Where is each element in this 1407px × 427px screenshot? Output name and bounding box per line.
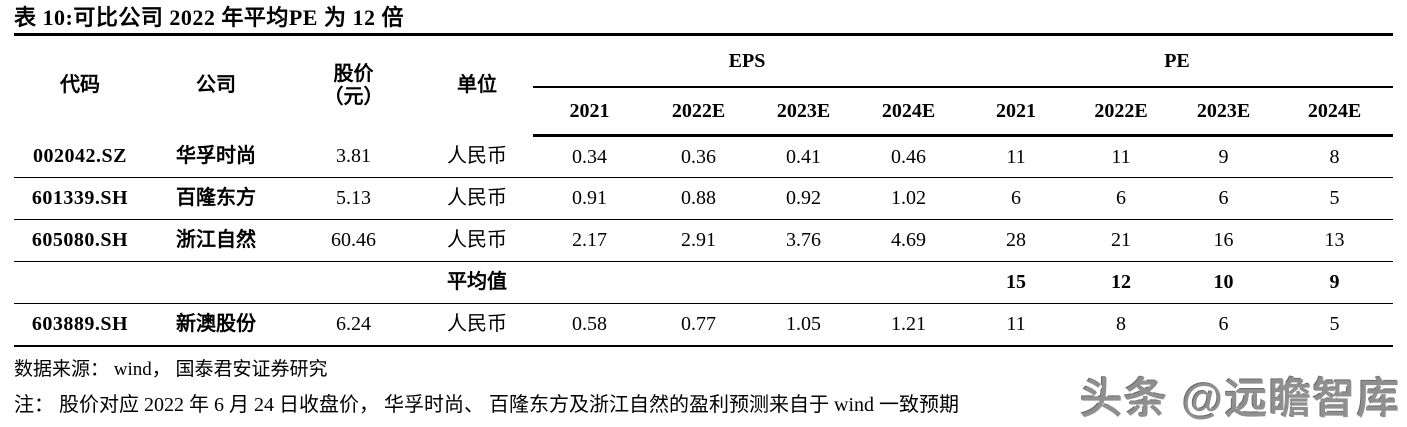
eps-cell: 0.34 <box>533 135 646 178</box>
eps-cell: 0.92 <box>751 177 856 220</box>
header-group-row: 代码 公司 股价 （元） 单位 EPS PE <box>14 34 1393 108</box>
price-cell: 5.13 <box>286 177 421 220</box>
price-cell <box>286 261 421 304</box>
pe-year-header: 2024E <box>1276 87 1393 137</box>
eps-cell: 2.17 <box>533 219 646 262</box>
table-row-huafu: 002042.SZ 华孚时尚 3.81 人民币 0.34 0.36 0.41 0… <box>14 135 1393 178</box>
header-pe-group: PE <box>961 34 1393 88</box>
eps-cell: 1.02 <box>856 177 961 220</box>
pe-year-header: 2023E <box>1171 87 1276 137</box>
average-label-cell: 平均值 <box>421 261 533 304</box>
header-price-line1: 股价 <box>333 62 374 85</box>
pe-cell: 11 <box>961 303 1071 347</box>
pe-cell: 11 <box>961 135 1071 178</box>
table-row-zhejiang: 605080.SH 浙江自然 60.46 人民币 2.17 2.91 3.76 … <box>14 219 1393 262</box>
header-code: 代码 <box>60 74 100 97</box>
pe-year-header: 2021 <box>961 87 1071 137</box>
pe-cell: 6 <box>1171 303 1276 347</box>
table-title: 表 10:可比公司 2022 年平均PE 为 12 倍 <box>14 5 404 30</box>
header-year-row: 2021 2022E 2023E 2024E 2021 2022E 2023E … <box>14 87 1393 137</box>
pe-cell: 6 <box>1071 177 1171 220</box>
eps-cell <box>856 261 961 304</box>
eps-cell: 1.05 <box>751 303 856 347</box>
pe-cell: 10 <box>1171 261 1276 304</box>
pe-cell: 5 <box>1276 177 1393 220</box>
header-price-line2: （元） <box>323 85 384 108</box>
eps-cell: 4.69 <box>856 219 961 262</box>
header-eps-group: EPS <box>533 34 961 88</box>
price-cell: 6.24 <box>286 303 421 347</box>
header-unit: 单位 <box>457 74 497 97</box>
pe-cell: 15 <box>961 261 1071 304</box>
comparable-companies-table: 代码 公司 股价 （元） 单位 EPS PE 2021 2022E 2023E … <box>14 33 1393 347</box>
pe-cell: 8 <box>1071 303 1171 347</box>
price-cell: 60.46 <box>286 219 421 262</box>
eps-cell: 3.76 <box>751 219 856 262</box>
eps-cell: 2.91 <box>646 219 751 262</box>
company-cell: 华孚时尚 <box>146 135 286 178</box>
code-cell <box>14 261 146 304</box>
eps-year-header: 2023E <box>751 87 856 137</box>
eps-cell: 0.36 <box>646 135 751 178</box>
eps-cell: 0.88 <box>646 177 751 220</box>
eps-cell: 0.46 <box>856 135 961 178</box>
pe-cell: 16 <box>1171 219 1276 262</box>
price-cell: 3.81 <box>286 135 421 178</box>
unit-cell: 人民币 <box>421 219 533 262</box>
company-cell <box>146 261 286 304</box>
eps-year-header: 2024E <box>856 87 961 137</box>
table-row-bailong: 601339.SH 百隆东方 5.13 人民币 0.91 0.88 0.92 1… <box>14 177 1393 220</box>
pe-cell: 6 <box>961 177 1071 220</box>
code-cell: 601339.SH <box>14 177 146 220</box>
code-cell: 603889.SH <box>14 303 146 347</box>
eps-cell <box>646 261 751 304</box>
header-company: 公司 <box>196 74 236 97</box>
code-cell: 605080.SH <box>14 219 146 262</box>
header-price: 股价 （元） <box>286 35 421 136</box>
code-cell: 002042.SZ <box>14 135 146 178</box>
unit-cell: 人民币 <box>421 135 533 178</box>
pe-cell: 9 <box>1171 135 1276 178</box>
company-cell: 百隆东方 <box>146 177 286 220</box>
eps-cell: 0.58 <box>533 303 646 347</box>
footnote-line: 注： 股价对应 2022 年 6 月 24 日收盘价， 华孚时尚、 百隆东方及浙… <box>14 393 959 416</box>
company-cell: 浙江自然 <box>146 219 286 262</box>
data-source-line: 数据来源： wind， 国泰君安证券研究 <box>14 358 328 380</box>
table-row-xinao: 603889.SH 新澳股份 6.24 人民币 0.58 0.77 1.05 1… <box>14 303 1393 347</box>
eps-cell <box>751 261 856 304</box>
unit-cell: 人民币 <box>421 303 533 347</box>
pe-cell: 21 <box>1071 219 1171 262</box>
eps-year-header: 2022E <box>646 87 751 137</box>
eps-year-header: 2021 <box>533 87 646 137</box>
table-row-average: 平均值 15 12 10 9 <box>14 261 1393 304</box>
eps-cell: 0.41 <box>751 135 856 178</box>
watermark: 头条 @远瞻智库 <box>1080 375 1401 422</box>
pe-cell: 6 <box>1171 177 1276 220</box>
pe-cell: 13 <box>1276 219 1393 262</box>
pe-cell: 28 <box>961 219 1071 262</box>
pe-cell: 5 <box>1276 303 1393 347</box>
company-cell: 新澳股份 <box>146 303 286 347</box>
eps-cell <box>533 261 646 304</box>
pe-cell: 11 <box>1071 135 1171 178</box>
eps-cell: 1.21 <box>856 303 961 347</box>
eps-cell: 0.91 <box>533 177 646 220</box>
unit-cell: 人民币 <box>421 177 533 220</box>
pe-cell: 12 <box>1071 261 1171 304</box>
eps-cell: 0.77 <box>646 303 751 347</box>
pe-year-header: 2022E <box>1071 87 1171 137</box>
pe-cell: 8 <box>1276 135 1393 178</box>
pe-cell: 9 <box>1276 261 1393 304</box>
